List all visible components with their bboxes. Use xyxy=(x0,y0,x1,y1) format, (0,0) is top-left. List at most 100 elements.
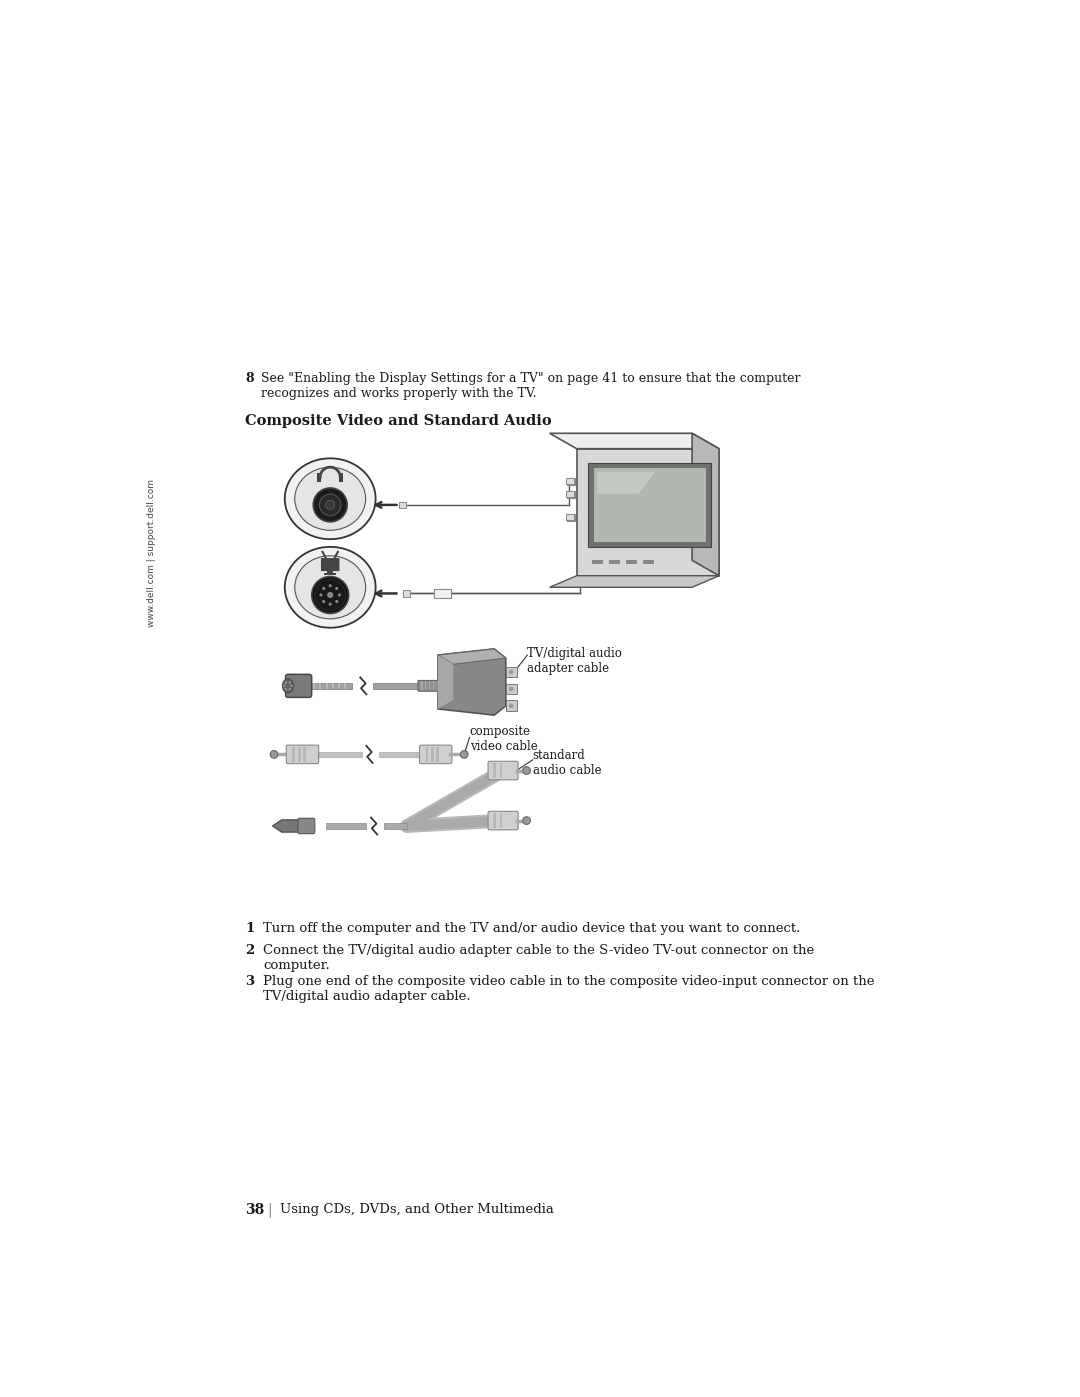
Text: Using CDs, DVDs, and Other Multimedia: Using CDs, DVDs, and Other Multimedia xyxy=(280,1203,554,1217)
Bar xyxy=(505,683,516,694)
Bar xyxy=(345,683,346,689)
Bar xyxy=(379,752,421,757)
Bar xyxy=(429,682,430,690)
FancyBboxPatch shape xyxy=(419,745,451,764)
Polygon shape xyxy=(272,820,299,833)
Bar xyxy=(494,813,496,828)
Bar xyxy=(567,478,575,485)
Ellipse shape xyxy=(283,679,294,693)
Ellipse shape xyxy=(295,556,366,619)
Circle shape xyxy=(322,599,325,604)
Bar xyxy=(592,560,603,564)
Ellipse shape xyxy=(285,458,376,539)
Circle shape xyxy=(338,594,341,597)
Polygon shape xyxy=(597,472,656,493)
Circle shape xyxy=(335,599,338,604)
Polygon shape xyxy=(438,648,505,715)
Circle shape xyxy=(460,750,468,759)
Bar xyxy=(494,763,496,778)
Text: Composite Video and Standard Audio: Composite Video and Standard Audio xyxy=(245,414,552,427)
FancyBboxPatch shape xyxy=(418,680,438,692)
Bar xyxy=(609,560,620,564)
Ellipse shape xyxy=(295,467,366,531)
Bar xyxy=(325,683,327,689)
Bar xyxy=(324,573,336,576)
Text: recognizes and works properly with the TV.: recognizes and works properly with the T… xyxy=(261,387,537,400)
Polygon shape xyxy=(438,648,505,665)
Bar xyxy=(434,588,451,598)
FancyBboxPatch shape xyxy=(321,557,339,571)
Bar xyxy=(309,683,352,689)
Bar xyxy=(566,478,573,485)
Bar xyxy=(589,462,712,548)
Bar xyxy=(433,682,434,690)
Ellipse shape xyxy=(285,546,376,627)
Bar xyxy=(500,813,502,828)
Text: |: | xyxy=(267,1203,272,1218)
Text: www.dell.com | support.dell.com: www.dell.com | support.dell.com xyxy=(147,479,156,627)
Bar xyxy=(500,763,502,778)
Text: Turn off the computer and the TV and/or audio device that you want to connect.: Turn off the computer and the TV and/or … xyxy=(264,922,800,935)
Circle shape xyxy=(325,500,335,510)
Bar xyxy=(326,823,366,828)
Bar xyxy=(293,746,295,763)
FancyBboxPatch shape xyxy=(298,819,314,834)
Bar xyxy=(298,746,300,763)
Circle shape xyxy=(288,682,291,683)
Text: 2: 2 xyxy=(245,944,255,957)
Bar xyxy=(426,746,429,763)
Bar xyxy=(505,700,516,711)
Text: 8: 8 xyxy=(245,372,254,384)
Bar xyxy=(373,683,419,689)
Circle shape xyxy=(285,682,287,683)
Bar xyxy=(567,490,575,497)
Bar xyxy=(318,472,321,482)
Text: Connect the TV/digital audio adapter cable to the S-video TV-out connector on th: Connect the TV/digital audio adapter cab… xyxy=(264,944,814,957)
FancyBboxPatch shape xyxy=(488,812,518,830)
Bar xyxy=(303,746,306,763)
Text: Plug one end of the composite video cable in to the composite video-input connec: Plug one end of the composite video cabl… xyxy=(264,975,875,988)
Text: standard
audio cable: standard audio cable xyxy=(532,749,602,777)
Polygon shape xyxy=(692,433,719,576)
Polygon shape xyxy=(577,448,719,576)
Bar xyxy=(403,591,409,597)
Circle shape xyxy=(328,602,332,606)
Bar xyxy=(436,746,440,763)
Circle shape xyxy=(335,587,338,590)
Text: composite
video cable: composite video cable xyxy=(470,725,538,753)
Bar xyxy=(338,683,340,689)
Bar xyxy=(626,560,636,564)
Circle shape xyxy=(288,689,291,690)
Circle shape xyxy=(328,584,332,587)
Bar xyxy=(566,490,573,497)
Circle shape xyxy=(320,495,341,515)
Ellipse shape xyxy=(509,669,513,675)
Circle shape xyxy=(313,488,347,522)
Text: computer.: computer. xyxy=(264,960,330,972)
Circle shape xyxy=(320,594,323,597)
Bar xyxy=(327,570,334,573)
Bar xyxy=(505,666,516,678)
Text: See "Enabling the Display Settings for a TV" on page 41 to ensure that the compu: See "Enabling the Display Settings for a… xyxy=(261,372,800,384)
Polygon shape xyxy=(550,576,719,587)
Bar xyxy=(594,468,706,542)
Circle shape xyxy=(270,750,278,759)
Circle shape xyxy=(283,685,285,687)
Circle shape xyxy=(314,580,346,610)
Circle shape xyxy=(291,685,293,687)
FancyBboxPatch shape xyxy=(286,745,319,764)
Circle shape xyxy=(285,689,287,690)
Ellipse shape xyxy=(509,686,513,692)
FancyBboxPatch shape xyxy=(488,761,518,780)
Circle shape xyxy=(327,592,334,598)
Bar xyxy=(567,514,575,521)
Bar xyxy=(424,682,427,690)
Ellipse shape xyxy=(509,704,513,708)
Text: TV/digital audio
adapter cable: TV/digital audio adapter cable xyxy=(527,647,622,675)
Polygon shape xyxy=(438,655,454,708)
Bar xyxy=(431,746,434,763)
Text: 1: 1 xyxy=(245,922,255,935)
Circle shape xyxy=(312,577,349,613)
Bar xyxy=(318,752,362,757)
Polygon shape xyxy=(550,433,719,448)
